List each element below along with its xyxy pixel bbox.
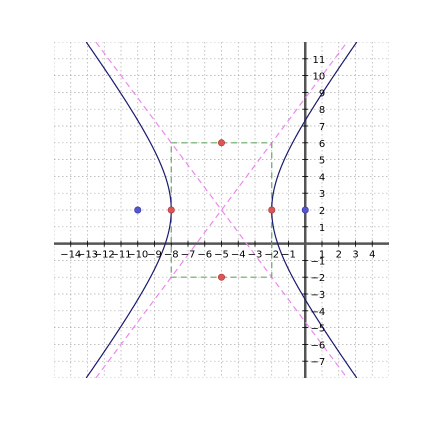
x-tick-label: −5 xyxy=(214,250,229,261)
vertex-point xyxy=(268,206,276,214)
y-tick-label: −4 xyxy=(311,307,326,318)
asymptote-1 xyxy=(95,42,348,378)
x-tick-label: 4 xyxy=(369,250,375,261)
markers xyxy=(134,139,309,281)
y-tick-label: 4 xyxy=(319,172,325,183)
x-tick-label: 2 xyxy=(336,250,342,261)
y-tick-label: 5 xyxy=(319,156,325,167)
x-tick-label: −7 xyxy=(181,250,196,261)
focus-point xyxy=(134,206,142,214)
vertex-point xyxy=(218,139,226,147)
x-tick-label: −13 xyxy=(77,250,98,261)
x-tick-labels: −14−13−12−11−10−9 −8 −7 −6 −5 −4 −3 −2 −1 1 2 3 4 xyxy=(60,250,375,261)
x-tick-label: −12 xyxy=(94,250,115,261)
x-tick-label: −3 xyxy=(248,250,263,261)
y-tick-label: −5 xyxy=(311,324,326,335)
y-tick-label: 2 xyxy=(319,206,325,217)
y-tick-label: 9 xyxy=(319,88,325,99)
x-tick-label: −8 xyxy=(164,250,179,261)
vertex-point xyxy=(167,206,175,214)
y-tick-label: −6 xyxy=(311,340,326,351)
x-tick-label: −10 xyxy=(127,250,148,261)
x-tick-label: 1 xyxy=(319,250,325,261)
vertex-point xyxy=(218,273,226,281)
y-tick-label: 7 xyxy=(319,122,325,133)
asymptote-2 xyxy=(95,42,348,378)
y-tick-label: −1 xyxy=(311,256,326,267)
y-tick-label: 11 xyxy=(313,55,326,66)
y-tick-label: 3 xyxy=(319,189,325,200)
x-tick-label: −14 xyxy=(60,250,81,261)
x-tick-label: −1 xyxy=(281,250,296,261)
x-tick-label: −6 xyxy=(197,250,212,261)
y-tick-label: 10 xyxy=(313,72,326,83)
x-tick-label: 3 xyxy=(352,250,358,261)
x-tick-label: −2 xyxy=(264,250,279,261)
y-tick-label: 1 xyxy=(319,223,325,234)
x-tick-label: −9 xyxy=(147,250,162,261)
y-tick-label: −2 xyxy=(311,273,326,284)
y-tick-label: −7 xyxy=(311,357,326,368)
y-tick-label: −3 xyxy=(311,290,326,301)
y-tick-label: 8 xyxy=(319,105,325,116)
x-tick-label: −4 xyxy=(231,250,246,261)
focus-point xyxy=(301,206,309,214)
y-tick-label: 6 xyxy=(319,139,325,150)
x-tick-label: −11 xyxy=(110,250,131,261)
